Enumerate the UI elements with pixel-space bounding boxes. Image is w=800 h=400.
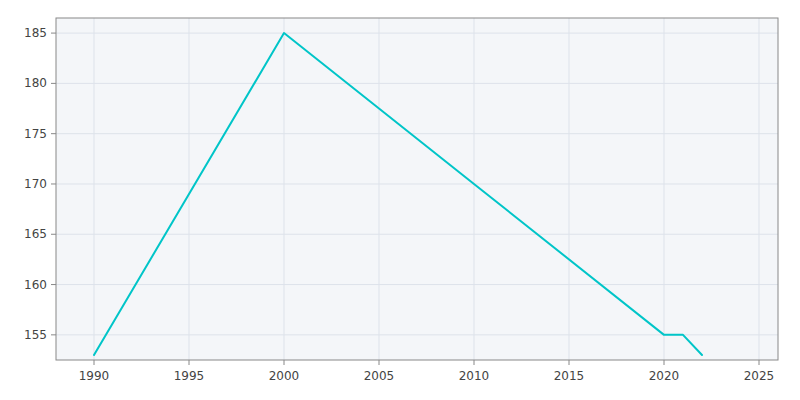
x-tick-label: 2010: [459, 369, 490, 383]
y-tick-label: 165: [24, 227, 47, 241]
y-tick-label: 155: [24, 328, 47, 342]
x-grid-line: [664, 18, 665, 360]
y-tick: [51, 133, 56, 134]
y-grid-line: [56, 33, 778, 34]
y-tick-label: 175: [24, 127, 47, 141]
x-grid-line: [569, 18, 570, 360]
x-grid-line: [379, 18, 380, 360]
x-tick: [759, 360, 760, 365]
x-grid-line: [759, 18, 760, 360]
plot-area: [56, 18, 778, 360]
y-tick-label: 160: [24, 278, 47, 292]
chart: 1990 1995 2000 2005 2010 2015 2020 2025 155 160 16…: [0, 0, 800, 400]
x-tick: [379, 360, 380, 365]
x-grid-line: [189, 18, 190, 360]
y-tick: [51, 183, 56, 184]
y-tick-label: 170: [24, 177, 47, 191]
y-tick: [51, 284, 56, 285]
x-tick-label: 1995: [174, 369, 205, 383]
x-tick: [569, 360, 570, 365]
x-tick-label: 2025: [744, 369, 775, 383]
x-grid-line: [474, 18, 475, 360]
y-grid-line: [56, 83, 778, 84]
x-tick-label: 2020: [649, 369, 680, 383]
plot-frame: [56, 18, 778, 360]
line: [94, 33, 702, 355]
x-tick: [284, 360, 285, 365]
y-tick-label: 180: [24, 76, 47, 90]
y-tick-label: 185: [24, 26, 47, 40]
x-tick: [664, 360, 665, 365]
x-tick: [474, 360, 475, 365]
tick-labels: 1990 1995 2000 2005 2010 2015 2020 2025 155 160 16…: [24, 26, 774, 383]
series: [94, 33, 702, 355]
x-grid-line: [94, 18, 95, 360]
x-tick-label: 2000: [269, 369, 300, 383]
y-tick: [51, 334, 56, 335]
y-tick: [51, 33, 56, 34]
grid: [51, 18, 778, 365]
x-tick-label: 1990: [79, 369, 110, 383]
x-grid-line: [284, 18, 285, 360]
x-tick-label: 2005: [364, 369, 395, 383]
x-tick: [94, 360, 95, 365]
y-grid-line: [56, 183, 778, 184]
chart-container: 1990 1995 2000 2005 2010 2015 2020 2025 155 160 16…: [0, 0, 800, 400]
y-tick: [51, 234, 56, 235]
y-grid-line: [56, 284, 778, 285]
x-tick-label: 2015: [554, 369, 585, 383]
y-tick: [51, 83, 56, 84]
y-grid-line: [56, 133, 778, 134]
x-tick: [189, 360, 190, 365]
